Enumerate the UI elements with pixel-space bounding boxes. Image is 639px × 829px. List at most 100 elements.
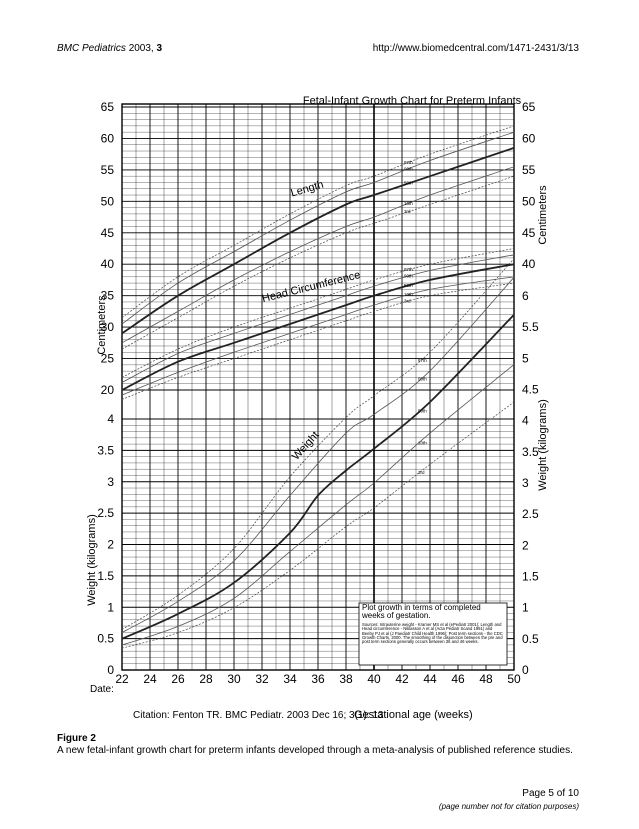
x-tick-label: 44	[423, 672, 437, 686]
series-line-weight-p90	[121, 277, 515, 633]
series-line-length-p10	[121, 166, 515, 344]
x-tick-label: 32	[255, 672, 269, 686]
y-tick-label-left-kg: 3.5	[97, 443, 114, 457]
y-tick-label-left-cm: 45	[101, 226, 115, 240]
series-line-length-p50	[121, 147, 515, 335]
x-tick-label: 34	[283, 672, 297, 686]
series-line-head-circumference-p3	[121, 282, 515, 400]
percentile-label: 10th	[418, 441, 427, 446]
y-tick-label-right-kg: 5	[522, 351, 529, 365]
y-tick-label-left-kg: 1.5	[97, 569, 114, 583]
y-tick-label-right-cm: 65	[522, 100, 536, 114]
y-tick-label-left-cm: 25	[101, 352, 115, 366]
percentile-label: 90th	[404, 166, 413, 171]
chart-title: Fetal-Infant Growth Chart for Preterm In…	[303, 95, 522, 107]
series-line-weight-p3	[121, 401, 515, 649]
y-tick-label-right-cm: 60	[522, 131, 536, 145]
y-tick-label-left-kg: 3	[107, 475, 114, 489]
note-box-sources: Sources: Intrauterine weight - Kramer MS…	[362, 621, 503, 645]
y-tick-label-left-cm: 50	[101, 194, 115, 208]
y-tick-label-right-kg: 3.5	[522, 445, 539, 459]
percentile-label: 90th	[404, 273, 413, 278]
y-tick-label-right-kg: 5.5	[522, 320, 539, 334]
percentile-label: 50th	[418, 409, 427, 414]
x-tick-label: 46	[451, 672, 465, 686]
x-tick-label: 24	[143, 672, 157, 686]
y-tick-label-left-kg: 4	[107, 412, 114, 426]
figure-caption: A new fetal-infant growth chart for pret…	[57, 745, 573, 756]
chart-ticks: 22 24 26 28 30 32 34 36 38 40 42 44 46 48 506560555045…	[97, 100, 539, 686]
x-axis-label: Gestational age (weeks)	[354, 709, 473, 721]
x-tick-label: 48	[479, 672, 493, 686]
percentile-label: 10th	[404, 292, 413, 297]
series-line-head-circumference-p50	[121, 263, 515, 391]
y-tick-label-right-cm: 55	[522, 163, 536, 177]
y-tick-label-right-kg: 4.5	[522, 383, 539, 397]
chart-frame	[121, 103, 515, 671]
series-line-length-p3	[121, 175, 515, 350]
journal-url[interactable]: http://www.biomedcentral.com/1471-2431/3…	[372, 43, 579, 54]
y-tick-label-left-kg: 0.5	[97, 632, 114, 646]
page-note: (page number not for citation purposes)	[438, 802, 579, 811]
y-tick-label-left-kg: 1	[107, 600, 114, 614]
label-length: Length	[289, 179, 325, 200]
label-weight: Weight	[290, 429, 322, 462]
y-tick-label-left-cm: 35	[101, 289, 115, 303]
series-line-head-circumference-p10	[121, 276, 515, 396]
page-number: Page 5 of 10	[522, 788, 579, 799]
ylabel-bottom-right: Weight (kilograms)	[537, 399, 549, 491]
percentile-label: 97th	[404, 267, 413, 272]
journal-name: BMC Pediatrics	[57, 43, 126, 54]
percentile-label: 50th	[404, 181, 413, 186]
percentile-label: 97th	[404, 160, 413, 165]
y-tick-label-right-kg: 6	[522, 289, 529, 303]
y-tick-label-left-kg: 2	[107, 538, 114, 552]
y-tick-label-right-kg: 2.5	[522, 507, 539, 521]
series-line-head-circumference-p90	[121, 254, 515, 383]
y-tick-label-right-cm: 50	[522, 194, 536, 208]
journal-year: 2003,	[128, 43, 154, 54]
date-label: Date:	[90, 684, 114, 695]
series-line-length-p90	[121, 131, 515, 325]
percentile-label: 3rd	[418, 470, 425, 475]
x-tick-label: 30	[227, 672, 241, 686]
x-tick-label: 50	[507, 672, 521, 686]
figure-label: Figure 2	[57, 733, 96, 744]
series-line-length-p97	[121, 125, 515, 318]
y-tick-label-right-cm: 45	[522, 226, 536, 240]
percentile-label: 97th	[418, 358, 427, 363]
chart-curves: 97th90th50th10th3rd97th90th50th10th3rd97…	[121, 125, 515, 649]
citation-text: Citation: Fenton TR. BMC Pediatr. 2003 D…	[133, 710, 384, 721]
y-tick-label-right-kg: 1	[522, 601, 529, 615]
percentile-label: 50th	[404, 283, 413, 288]
y-tick-label-left-kg: 2.5	[97, 506, 114, 520]
y-tick-label-left-cm: 65	[101, 100, 115, 114]
percentile-label: 10th	[404, 201, 413, 206]
x-tick-label: 28	[199, 672, 213, 686]
y-tick-label-left-cm: 30	[101, 320, 115, 334]
y-tick-label-right-cm: 40	[522, 257, 536, 271]
y-tick-label-left-kg: 0	[107, 663, 114, 677]
y-tick-label-left-cm: 60	[101, 131, 115, 145]
journal-header: BMC Pediatrics 2003, 3	[57, 43, 162, 54]
ylabel-top-left: Centimeters	[96, 295, 108, 355]
y-tick-label-right-kg: 4	[522, 414, 529, 428]
y-tick-label-right-kg: 0.5	[522, 632, 539, 646]
percentile-label: 3rd	[404, 209, 411, 214]
x-tick-label: 26	[171, 672, 185, 686]
percentile-label: 3rd	[404, 299, 411, 304]
ylabel-bottom-left: Weight (kilograms)	[86, 514, 98, 606]
x-tick-label: 38	[339, 672, 353, 686]
x-tick-label: 22	[115, 672, 129, 686]
series-line-weight-p10	[121, 364, 515, 646]
x-tick-label: 36	[311, 672, 325, 686]
note-box-title: Plot growth in terms of completed weeks …	[362, 604, 481, 621]
series-line-weight-p97	[121, 258, 515, 630]
x-tick-label: 40	[367, 672, 381, 686]
y-tick-label-left-cm: 40	[101, 257, 115, 271]
y-tick-label-right-kg: 0	[522, 663, 529, 677]
y-tick-label-left-cm: 55	[101, 163, 115, 177]
y-tick-label-right-kg: 2	[522, 538, 529, 552]
series-line-head-circumference-p97	[121, 248, 515, 378]
